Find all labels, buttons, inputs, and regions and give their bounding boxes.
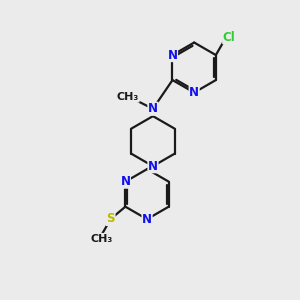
Text: CH₃: CH₃ <box>90 233 112 244</box>
Text: N: N <box>148 102 158 115</box>
Text: N: N <box>142 213 152 226</box>
Text: CH₃: CH₃ <box>117 92 139 102</box>
Text: S: S <box>106 212 115 226</box>
Text: Cl: Cl <box>223 31 236 44</box>
Text: N: N <box>148 160 158 173</box>
Text: N: N <box>189 86 199 99</box>
Text: N: N <box>120 175 130 188</box>
Text: N: N <box>167 49 178 62</box>
